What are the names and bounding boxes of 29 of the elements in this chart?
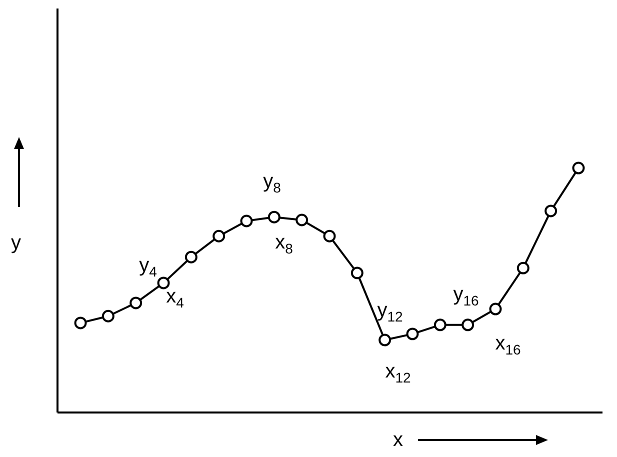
point [462,318,474,332]
annotation: x$_{12}$ [385,360,411,386]
annotation: y$_{4}$ [139,254,157,280]
point [489,302,502,316]
annotation: y$_{16}$ [453,284,479,308]
point [268,210,280,224]
annotation: y$_{12}$ [377,300,403,324]
annotation: y$_{8}$ [263,170,281,196]
point [406,328,419,340]
point [516,262,530,274]
y-axis-title: y [11,232,21,254]
point [296,214,308,226]
point [240,214,253,228]
point [378,334,392,346]
point [102,310,114,322]
annotation: x$_{8}$ [275,232,293,256]
point [157,276,170,290]
point [184,250,198,264]
point [130,296,142,310]
point [544,204,558,218]
point [572,162,585,174]
point [434,318,446,332]
x-axis-title: x [393,429,403,451]
annotation: x$_{4}$ [166,286,184,310]
point [323,230,336,242]
point [74,316,87,330]
point [350,266,364,280]
point [212,230,226,242]
annotation: x$_{16}$ [495,332,521,358]
